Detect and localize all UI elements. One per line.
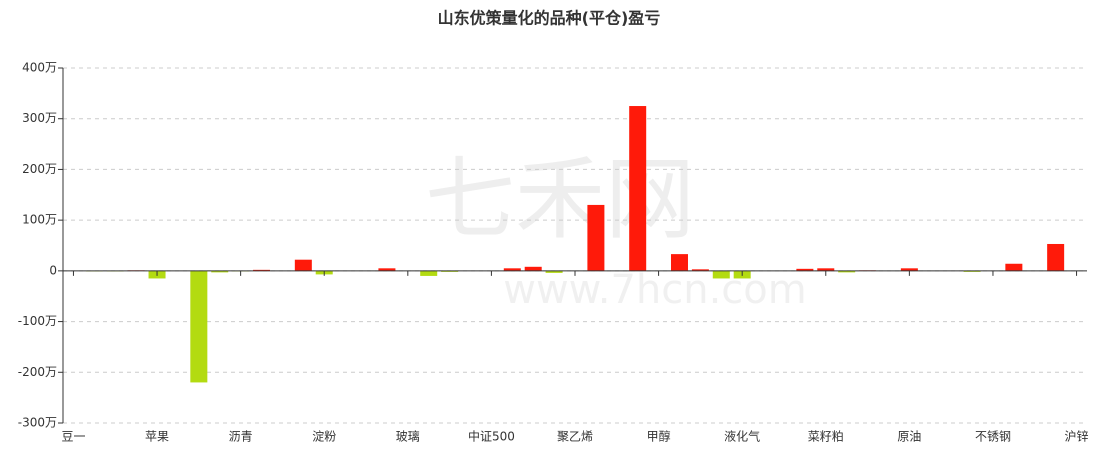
x-tick-label: 不锈钢: [975, 430, 1011, 444]
bar: [211, 270, 229, 273]
chart-title: 山东优策量化的品种(平仓)盈亏: [438, 9, 661, 28]
bar: [524, 266, 542, 271]
bar: [294, 259, 312, 271]
bar: [712, 270, 730, 279]
bar: [817, 268, 835, 271]
x-tick-label: 菜籽粕: [808, 429, 844, 444]
x-tick-label: 中证500: [468, 429, 515, 444]
bar: [629, 106, 647, 271]
x-tick-label: 原油: [897, 430, 921, 444]
x-tick-label: 沪锌: [1065, 430, 1089, 444]
x-tick-label: 液化气: [724, 429, 760, 444]
bar: [503, 268, 521, 271]
bar: [587, 204, 605, 271]
bar: [545, 270, 563, 273]
x-tick-label: 豆一: [61, 430, 85, 444]
watermark: 七禾网: [425, 147, 695, 252]
bar: [670, 254, 688, 271]
bar: [796, 268, 814, 271]
bar: [1047, 243, 1065, 271]
bar: [900, 268, 918, 271]
bar: [441, 270, 459, 272]
y-tick-label: -300万: [18, 416, 57, 430]
y-tick-label: 100万: [22, 213, 57, 227]
bar: [378, 268, 396, 271]
bar: [253, 269, 271, 271]
watermark: www.7hcn.com: [503, 267, 806, 313]
y-tick-label: 200万: [22, 162, 57, 176]
bar: [420, 270, 438, 276]
x-tick-label: 聚乙烯: [557, 430, 593, 444]
y-tick-label: 0: [49, 263, 57, 277]
bar: [838, 270, 856, 273]
x-tick-label: 玻璃: [396, 430, 420, 444]
y-tick-label: -100万: [18, 314, 57, 328]
x-tick-label: 淀粉: [312, 430, 336, 444]
bar: [963, 270, 981, 272]
bar: [1005, 263, 1023, 271]
y-tick-label: 300万: [22, 111, 57, 125]
y-tick-label: -200万: [18, 365, 57, 379]
y-tick-label: 400万: [22, 61, 57, 75]
x-tick-label: 苹果: [145, 430, 169, 444]
bar: [691, 269, 709, 271]
x-tick-label: 沥青: [229, 430, 253, 444]
bar: [190, 270, 208, 383]
x-tick-label: 甲醇: [647, 429, 671, 444]
